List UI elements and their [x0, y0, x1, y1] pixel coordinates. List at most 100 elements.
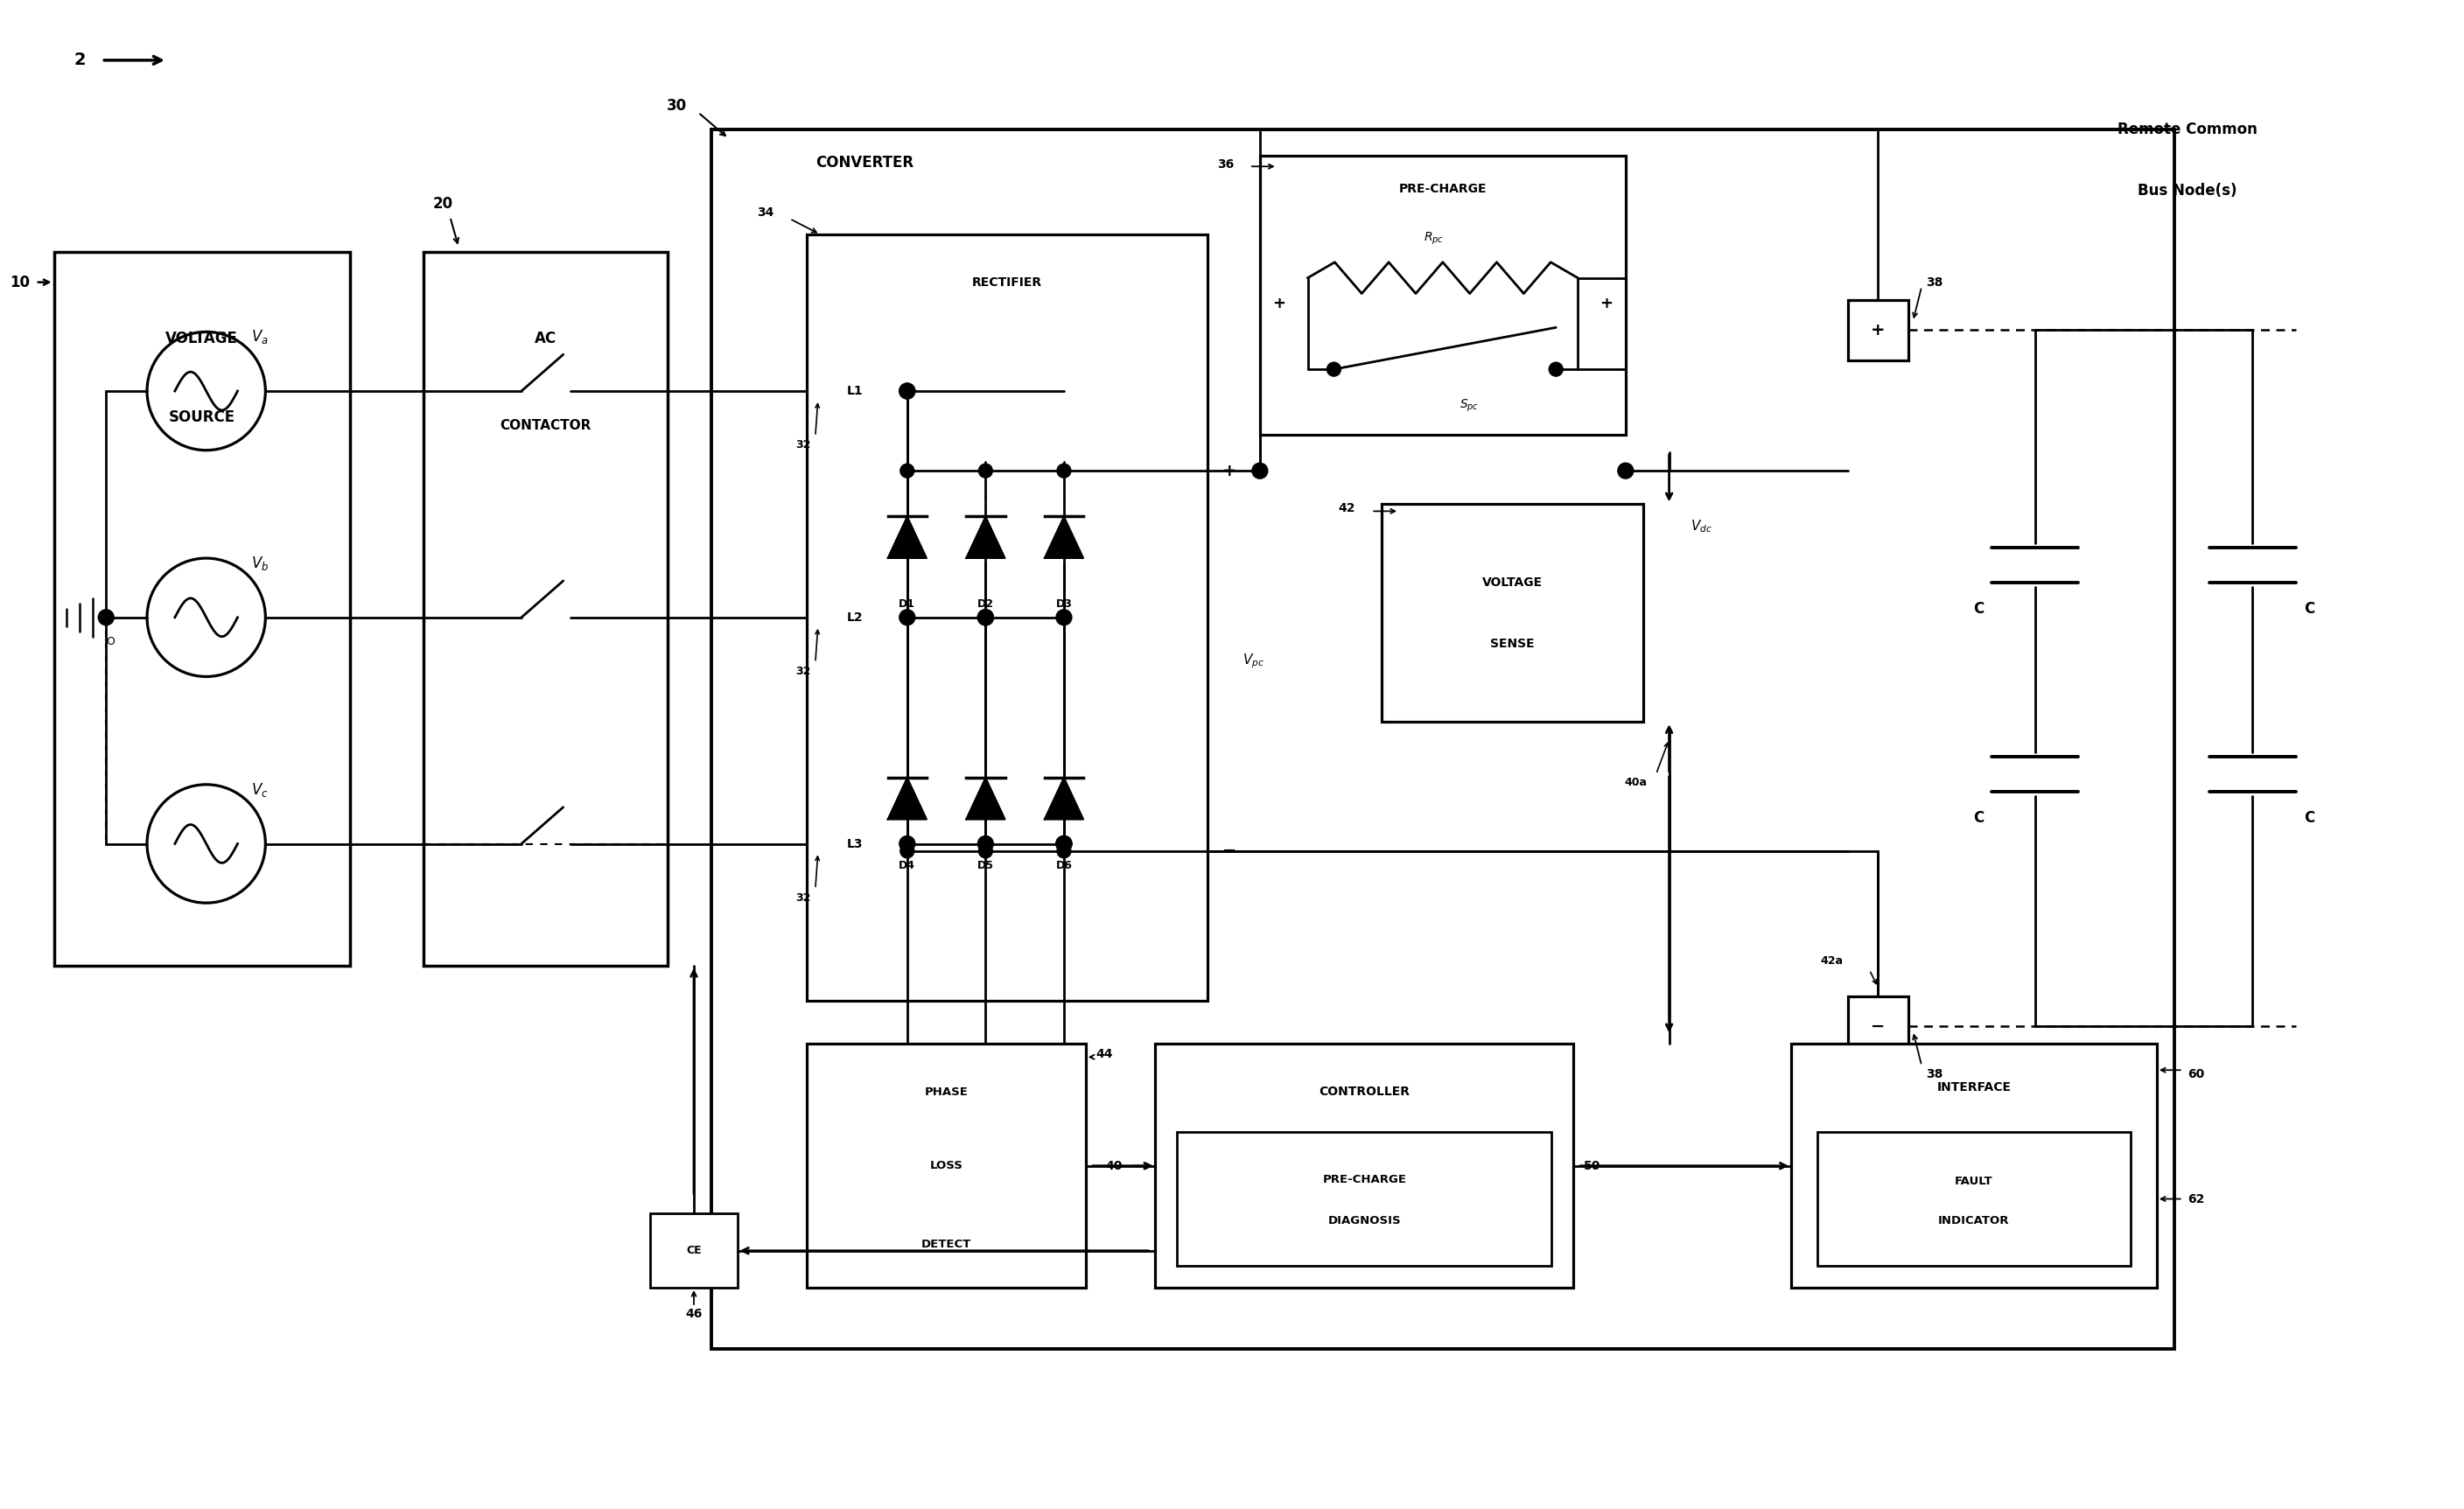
Circle shape — [899, 610, 914, 625]
Text: D5: D5 — [978, 860, 993, 871]
Circle shape — [899, 836, 914, 851]
Text: +: + — [1271, 296, 1286, 312]
Text: 10: 10 — [10, 275, 30, 290]
Circle shape — [1550, 362, 1562, 376]
Text: D4: D4 — [899, 860, 917, 871]
Text: C: C — [1974, 810, 1984, 825]
Circle shape — [1619, 463, 1634, 478]
Text: AC: AC — [535, 330, 557, 347]
Circle shape — [1252, 463, 1266, 478]
Text: 40a: 40a — [1624, 777, 1648, 789]
Text: 38: 38 — [1927, 276, 1944, 288]
Polygon shape — [887, 777, 926, 819]
Text: 34: 34 — [756, 207, 774, 219]
Text: D6: D6 — [1055, 860, 1072, 871]
Text: CE: CE — [685, 1245, 702, 1257]
Text: RECTIFIER: RECTIFIER — [973, 276, 1042, 288]
Text: D2: D2 — [978, 599, 993, 610]
Text: C: C — [1974, 601, 1984, 617]
Text: L2: L2 — [848, 611, 862, 623]
Bar — [1791, 1044, 2156, 1287]
Text: Remote Common: Remote Common — [2117, 122, 2257, 137]
Circle shape — [978, 610, 993, 625]
Text: 32: 32 — [796, 439, 811, 451]
Text: L1: L1 — [848, 385, 862, 397]
Text: INTERFACE: INTERFACE — [1937, 1082, 2011, 1094]
Text: CONTROLLER: CONTROLLER — [1318, 1085, 1409, 1099]
Text: PHASE: PHASE — [924, 1086, 968, 1097]
Text: $V_{dc}$: $V_{dc}$ — [1690, 518, 1712, 534]
Text: 36: 36 — [1217, 158, 1234, 171]
Bar — [1178, 1132, 1552, 1266]
Text: C: C — [2304, 810, 2314, 825]
Text: INDICATOR: INDICATOR — [1939, 1215, 2011, 1227]
Text: 50: 50 — [1584, 1160, 1602, 1172]
Text: 2: 2 — [74, 51, 86, 68]
Text: $V_b$: $V_b$ — [251, 555, 269, 572]
Bar — [1848, 996, 1910, 1056]
Text: +: + — [1870, 321, 1885, 338]
Bar — [650, 1213, 737, 1287]
Polygon shape — [966, 777, 1005, 819]
Text: CONVERTER: CONVERTER — [816, 155, 914, 171]
Text: $R_{pc}$: $R_{pc}$ — [1424, 231, 1444, 246]
Polygon shape — [966, 516, 1005, 558]
Bar — [808, 234, 1207, 1000]
Text: VOLTAGE: VOLTAGE — [1483, 576, 1542, 589]
Text: 42: 42 — [1338, 502, 1355, 515]
Bar — [424, 252, 668, 966]
Polygon shape — [1045, 516, 1084, 558]
Text: CONTACTOR: CONTACTOR — [500, 420, 591, 433]
Bar — [818, 819, 892, 868]
Text: VOLTAGE: VOLTAGE — [165, 330, 239, 347]
Bar — [1156, 1044, 1574, 1287]
Text: L3: L3 — [848, 837, 862, 850]
Text: 32: 32 — [796, 665, 811, 678]
Text: 40: 40 — [1106, 1160, 1121, 1172]
Text: $V_{pc}$: $V_{pc}$ — [1242, 652, 1264, 670]
Text: FAULT: FAULT — [1954, 1176, 1993, 1188]
Text: 30: 30 — [668, 98, 687, 113]
Circle shape — [99, 610, 113, 625]
Polygon shape — [887, 516, 926, 558]
Text: D3: D3 — [1055, 599, 1072, 610]
Text: 46: 46 — [685, 1308, 702, 1320]
Circle shape — [1057, 836, 1072, 851]
Circle shape — [1057, 463, 1072, 478]
Text: 20: 20 — [434, 196, 453, 211]
Text: C: C — [2304, 601, 2314, 617]
Circle shape — [1057, 836, 1072, 851]
Text: SENSE: SENSE — [1491, 637, 1535, 650]
Circle shape — [1328, 362, 1340, 376]
Text: 32: 32 — [796, 892, 811, 904]
Text: PRE-CHARGE: PRE-CHARGE — [1323, 1174, 1407, 1186]
Circle shape — [899, 383, 914, 398]
Text: LOSS: LOSS — [929, 1160, 963, 1171]
Text: 62: 62 — [2188, 1192, 2205, 1206]
Bar — [808, 1044, 1087, 1287]
Text: −: − — [1222, 842, 1237, 859]
Circle shape — [899, 844, 914, 859]
Text: DETECT: DETECT — [922, 1239, 971, 1249]
Text: 60: 60 — [2188, 1068, 2205, 1080]
Text: +: + — [1222, 462, 1237, 478]
Circle shape — [978, 836, 993, 851]
Text: 42a: 42a — [1821, 955, 1843, 967]
Circle shape — [978, 844, 993, 859]
Circle shape — [978, 610, 993, 625]
Bar — [818, 593, 892, 641]
Bar — [1848, 300, 1910, 361]
Text: $S_{pc}$: $S_{pc}$ — [1459, 398, 1478, 413]
Text: DIAGNOSIS: DIAGNOSIS — [1328, 1215, 1402, 1227]
Polygon shape — [1045, 777, 1084, 819]
Bar — [1259, 155, 1626, 435]
Text: 44: 44 — [1096, 1049, 1114, 1061]
Text: $V_c$: $V_c$ — [251, 782, 269, 798]
Circle shape — [1057, 844, 1072, 859]
Bar — [54, 252, 350, 966]
Circle shape — [978, 610, 993, 625]
Text: Bus Node(s): Bus Node(s) — [2139, 183, 2237, 199]
Text: D1: D1 — [899, 599, 917, 610]
Circle shape — [978, 463, 993, 478]
Text: O: O — [106, 637, 116, 647]
